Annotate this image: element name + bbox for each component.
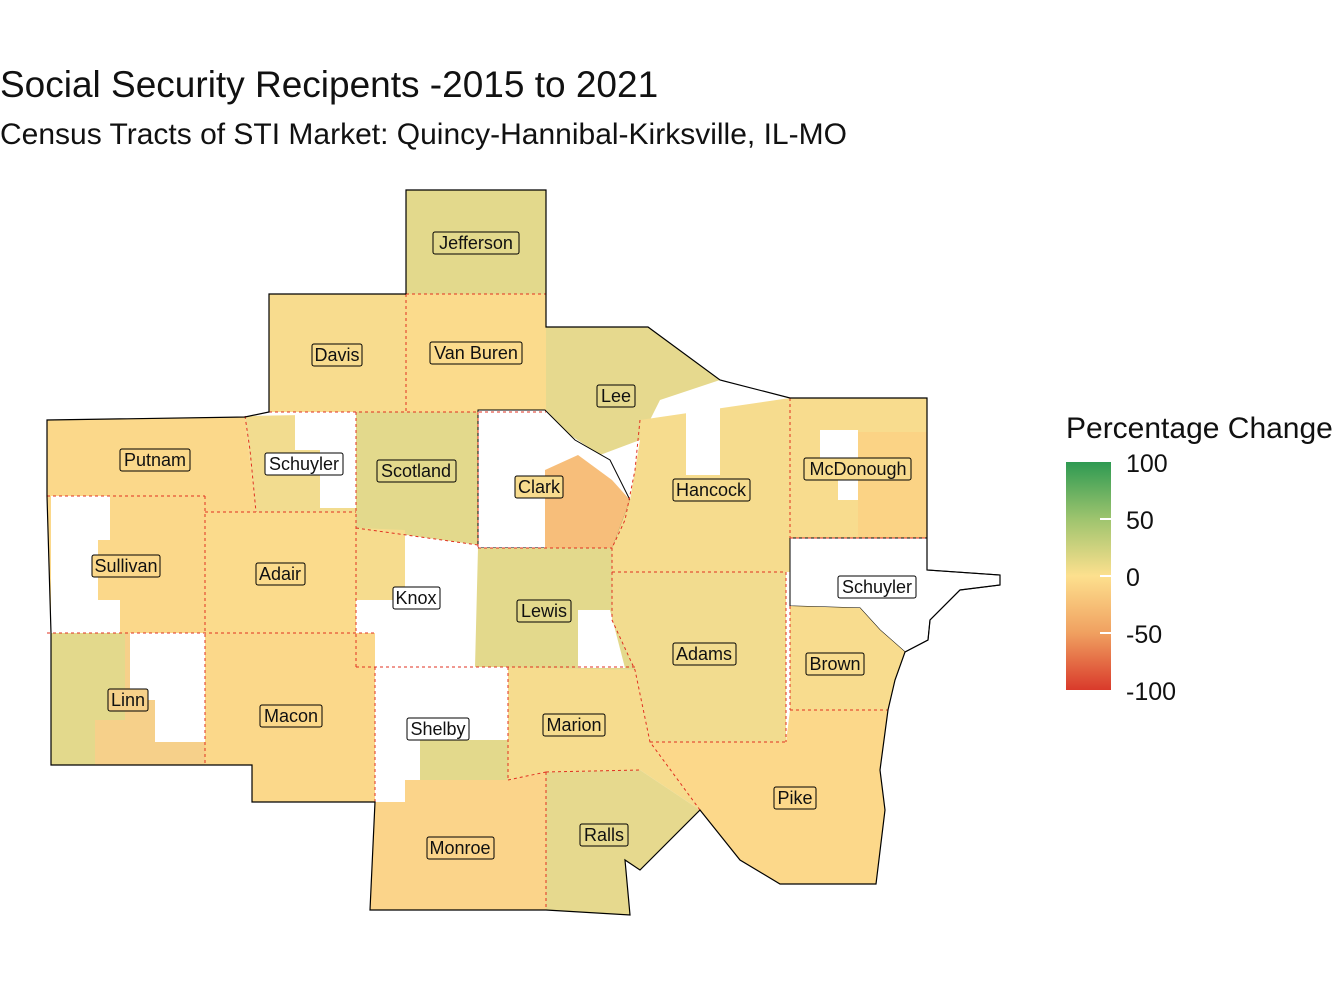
label-macon-text: Macon [264,706,318,726]
legend-title: Percentage Change [1066,412,1333,445]
label-mcdonough: McDonough [803,457,912,481]
map-subtitle: Census Tracts of STI Market: Quincy-Hann… [0,118,847,151]
label-schuyler-mo-text: Schuyler [269,454,339,474]
label-jefferson-text: Jefferson [439,233,513,253]
county-linn-west [51,633,125,765]
market-outline [46,189,1001,916]
label-davis-text: Davis [314,345,359,365]
county-lewis-blank [578,610,625,668]
county-shelby-tract [420,740,508,780]
label-lewis-text: Lewis [521,601,567,621]
county-marion[interactable] [508,667,700,810]
label-brown: Brown [805,652,865,676]
label-sullivan: Sullivan [91,554,161,578]
label-van-buren: Van Buren [429,341,523,365]
county-hancock-blank [686,398,720,475]
legend-label-100: 100 [1126,450,1168,478]
label-monroe: Monroe [426,836,495,860]
label-scotland-text: Scotland [381,461,451,481]
legend-label-minus-100: -100 [1126,678,1177,706]
county-pike[interactable] [650,710,888,884]
label-lee: Lee [596,384,636,408]
label-sullivan-text: Sullivan [94,556,157,576]
label-lewis: Lewis [516,599,572,623]
label-marion: Marion [542,713,606,737]
label-pike: Pike [773,786,817,810]
label-macon: Macon [259,704,323,728]
county-sullivan-blank [51,496,120,633]
county-labels: Jefferson Davis Van Buren Lee Putnam Sch… [91,231,917,860]
label-putnam-text: Putnam [124,450,186,470]
map-title: Social Security Recipents -2015 to 2021 [0,64,659,105]
label-schuyler-il: Schuyler [837,575,917,599]
label-jefferson: Jefferson [432,231,520,255]
label-clark: Clark [514,475,564,499]
label-scotland: Scotland [376,459,457,483]
label-hancock: Hancock [672,478,751,502]
county-mcdonough-tract [858,432,927,538]
label-clark-text: Clark [518,477,561,497]
label-hancock-text: Hancock [676,480,747,500]
label-knox-text: Knox [395,588,436,608]
label-marion-text: Marion [546,715,601,735]
label-ralls-text: Ralls [584,825,624,845]
label-ralls: Ralls [579,823,629,847]
legend-tick [1100,632,1111,634]
label-pike-text: Pike [777,788,812,808]
county-clark-tract [545,455,630,548]
legend-label-0: 0 [1126,564,1140,592]
label-schuyler-il-text: Schuyler [842,577,912,597]
label-mcdonough-text: McDonough [809,459,906,479]
legend-label-minus-50: -50 [1126,621,1163,649]
legend-tick [1100,575,1111,577]
label-lee-text: Lee [601,386,631,406]
label-linn-text: Linn [111,690,145,710]
label-adair: Adair [255,562,306,586]
legend-tick [1100,518,1111,520]
label-adair-text: Adair [259,564,301,584]
label-shelby: Shelby [406,717,470,741]
label-shelby-text: Shelby [410,719,465,739]
label-putnam: Putnam [119,448,191,472]
county-linn-blank [130,633,205,742]
legend-label-50: 50 [1126,507,1154,535]
label-linn: Linn [107,688,149,712]
county-shapes [47,190,1001,915]
label-brown-text: Brown [809,654,860,674]
label-adams-text: Adams [676,644,732,664]
label-monroe-text: Monroe [429,838,490,858]
label-davis: Davis [311,343,363,367]
label-adams: Adams [672,642,737,666]
label-schuyler-mo: Schuyler [264,452,344,476]
label-van-buren-text: Van Buren [434,343,518,363]
label-knox: Knox [392,586,441,610]
county-knox-tract [356,528,405,600]
